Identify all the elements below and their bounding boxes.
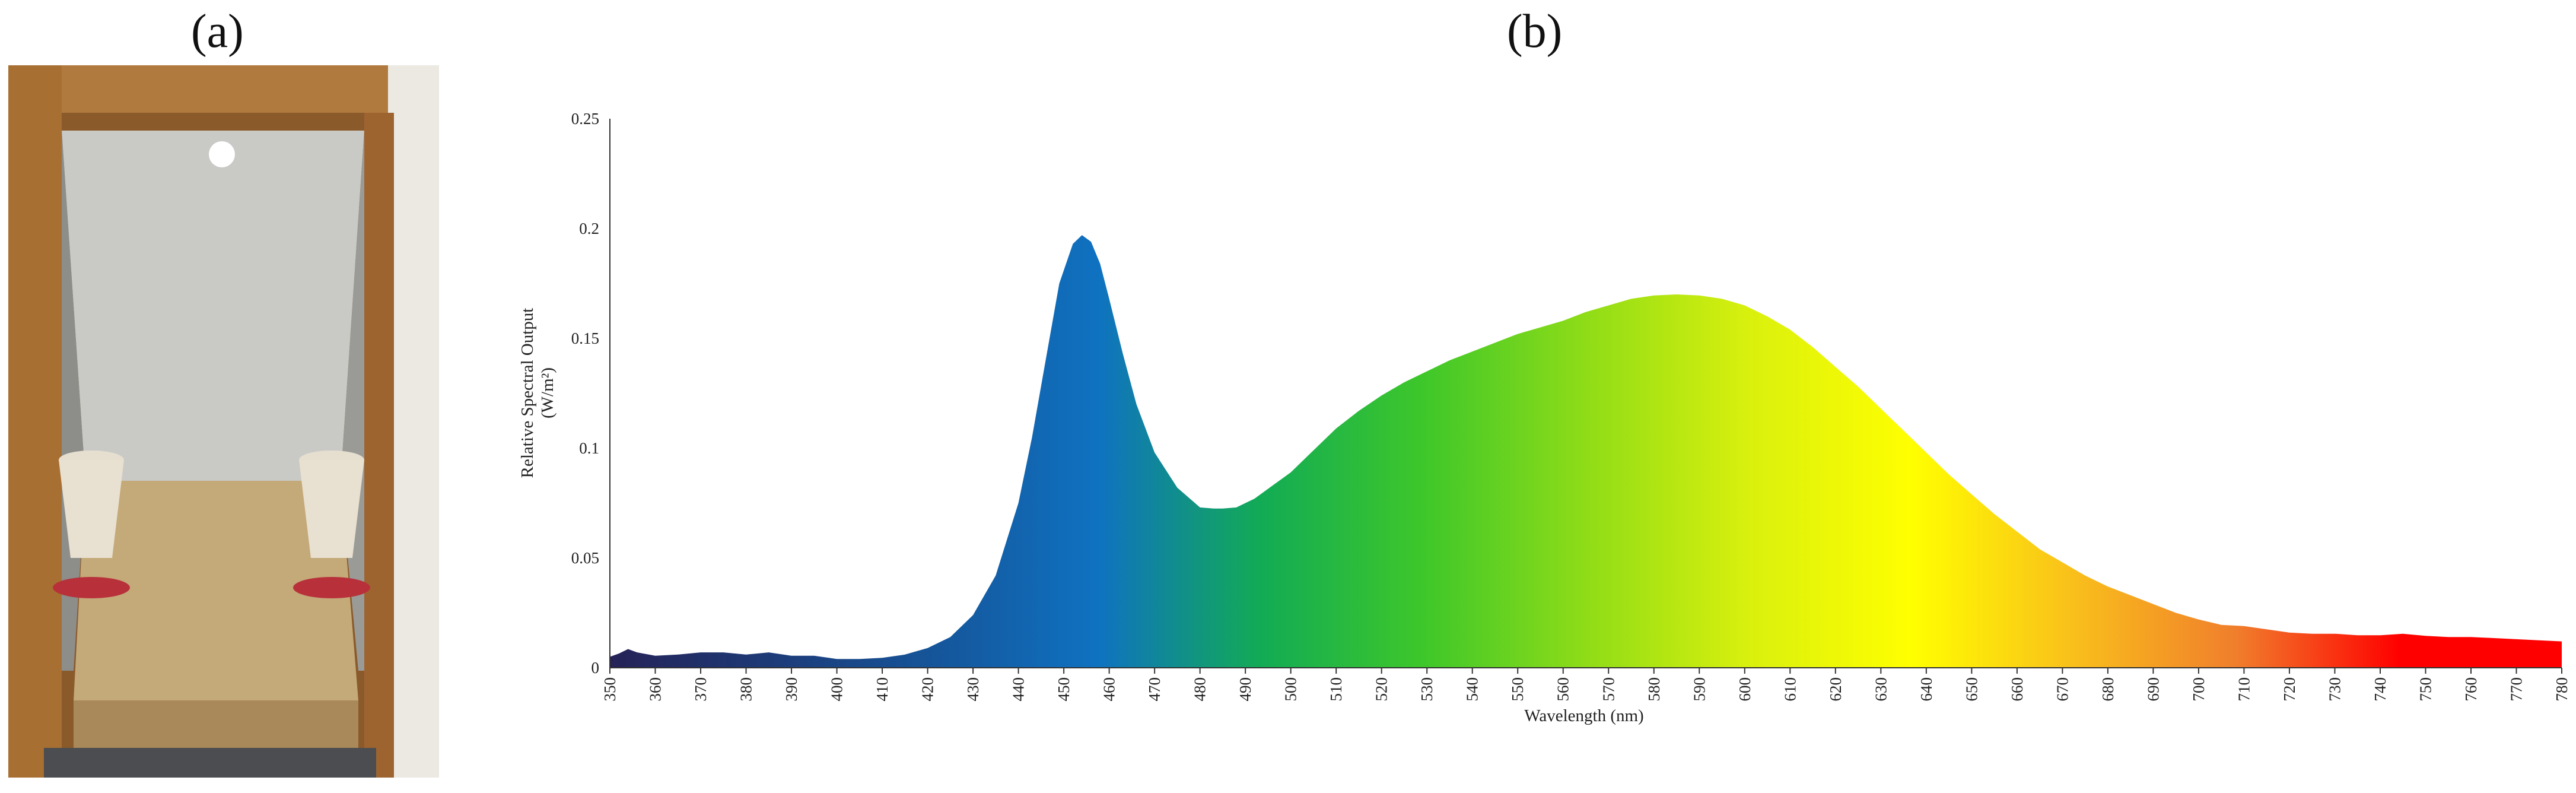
y-tick-label: 0.1 — [579, 439, 599, 457]
y-axis-label-line1: Relative Spectral Output — [518, 308, 537, 478]
x-tick-label: 540 — [1464, 677, 1481, 702]
x-tick-label: 700 — [2190, 677, 2208, 702]
panel-label-a: (a) — [191, 5, 244, 58]
x-tick-label: 500 — [1282, 677, 1300, 702]
y-tick-label: 0.15 — [571, 329, 599, 347]
x-tick-label: 610 — [1781, 677, 1799, 702]
x-tick-label: 570 — [1599, 677, 1617, 702]
x-tick-label: 670 — [2053, 677, 2071, 702]
x-tick-label: 760 — [2462, 677, 2480, 702]
x-tick-label: 750 — [2417, 677, 2435, 702]
x-tick-label: 690 — [2144, 677, 2162, 702]
x-tick-label: 430 — [964, 677, 982, 702]
x-tick-label: 630 — [1872, 677, 1890, 702]
x-tick-label: 780 — [2553, 677, 2571, 702]
x-tick-label: 660 — [2008, 677, 2026, 702]
x-tick-label: 720 — [2281, 677, 2298, 702]
x-tick-label: 580 — [1645, 677, 1663, 702]
x-tick-label: 560 — [1554, 677, 1572, 702]
spectrum-area-layer — [610, 235, 2562, 668]
x-tick-label: 400 — [828, 677, 846, 702]
x-axis-label: Wavelength (nm) — [1524, 706, 1643, 725]
x-tick-label: 350 — [601, 677, 619, 702]
x-tick-label: 380 — [737, 677, 755, 702]
x-tick-label: 470 — [1146, 677, 1163, 702]
y-tick-label: 0.2 — [579, 220, 599, 237]
x-tick-label: 410 — [873, 677, 891, 702]
x-tick-label: 480 — [1191, 677, 1209, 702]
x-tick-label: 710 — [2235, 677, 2253, 702]
y-tick-label: 0 — [591, 659, 600, 677]
x-tick-label: 490 — [1236, 677, 1254, 702]
x-tick-label: 640 — [1917, 677, 1935, 702]
x-tick-label: 770 — [2508, 677, 2526, 702]
panel-label-b: (b) — [1507, 5, 1563, 58]
x-tick-label: 390 — [783, 677, 800, 702]
x-tick-label: 530 — [1418, 677, 1436, 702]
y-axis-label-group: Relative Spectral Output (W/m²) — [518, 308, 557, 478]
x-tick-label: 680 — [2099, 677, 2117, 702]
poultry-pen-photo-icon — [8, 65, 439, 778]
x-tick-label: 510 — [1327, 677, 1345, 702]
tick-labels: 350 360 370 380 390 400 410 420 430 440 450 460 470 4… — [571, 110, 2571, 702]
x-tick-label: 420 — [919, 677, 937, 702]
x-tick-label: 550 — [1509, 677, 1526, 702]
x-tick-label: 370 — [692, 677, 710, 702]
spectrum-area — [610, 235, 2562, 668]
x-tick-label: 620 — [1827, 677, 1844, 702]
y-axis-label-line2: (W/m²) — [538, 367, 557, 418]
y-tick-label: 0.25 — [571, 110, 599, 128]
x-tick-label: 600 — [1736, 677, 1754, 702]
x-tick-label: 590 — [1690, 677, 1708, 702]
x-tick-label: 740 — [2371, 677, 2389, 702]
x-tick-label: 440 — [1010, 677, 1028, 702]
y-tick-label: 0.05 — [571, 549, 599, 567]
x-tick-label: 450 — [1055, 677, 1073, 702]
x-tick-label: 520 — [1373, 677, 1391, 702]
x-tick-label: 460 — [1101, 677, 1118, 702]
axes — [609, 119, 2562, 674]
x-tick-label: 360 — [647, 677, 664, 702]
x-tick-label: 730 — [2326, 677, 2343, 702]
x-tick-label: 650 — [1963, 677, 1980, 702]
